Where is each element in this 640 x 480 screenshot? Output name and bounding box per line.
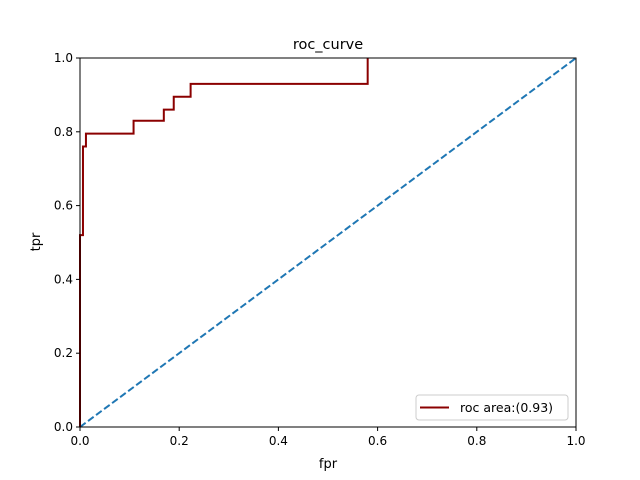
legend-label: roc area:(0.93) <box>460 400 553 415</box>
y-tick-label: 0.8 <box>54 125 73 139</box>
chart-title: roc_curve <box>293 37 363 53</box>
x-tick-label: 0.0 <box>70 434 89 448</box>
x-tick-label: 0.2 <box>170 434 189 448</box>
x-tick-label: 1.0 <box>566 434 585 448</box>
x-tick-label: 0.4 <box>269 434 288 448</box>
axes-frame <box>79 57 577 428</box>
y-tick-label: 0.0 <box>54 420 73 434</box>
x-tick-label: 0.8 <box>467 434 486 448</box>
x-axis-ticks: 0.0 0.2 0.4 0.6 0.8 1.0 <box>70 427 586 448</box>
legend: roc area:(0.93) <box>415 394 569 421</box>
y-tick-label: 0.2 <box>54 346 73 360</box>
x-tick-label: 0.6 <box>368 434 387 448</box>
plot-area <box>79 57 577 428</box>
y-axis-ticks: 0.0 0.2 0.4 0.6 0.8 1.0 <box>54 51 80 434</box>
x-axis-label: fpr <box>319 457 338 472</box>
y-tick-label: 0.4 <box>54 272 73 286</box>
y-tick-label: 1.0 <box>54 51 73 65</box>
chance-diagonal-line <box>79 57 577 428</box>
legend-box <box>415 394 569 421</box>
roc-curve-line <box>79 58 369 427</box>
y-axis-label: tpr <box>29 232 44 251</box>
y-tick-label: 0.6 <box>54 199 73 213</box>
